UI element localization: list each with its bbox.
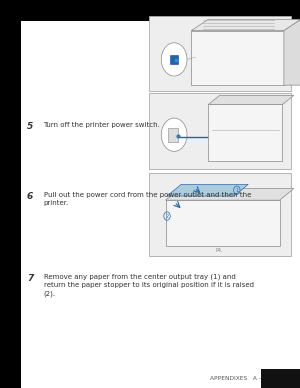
Bar (148, 16, 291, 91)
Text: P4.: P4. (216, 248, 224, 253)
Text: 6: 6 (27, 192, 33, 201)
Text: 7: 7 (27, 274, 33, 282)
Polygon shape (167, 184, 248, 196)
Text: 2: 2 (166, 213, 169, 218)
Bar (148, 93, 291, 169)
Bar (191, 31, 284, 85)
Text: APPENDIXES   A - 10: APPENDIXES A - 10 (210, 376, 270, 381)
Polygon shape (166, 189, 294, 200)
Text: Turn off the printer power switch.: Turn off the printer power switch. (44, 122, 160, 128)
Circle shape (161, 43, 187, 76)
Polygon shape (284, 19, 300, 85)
Bar (261, 369, 300, 388)
Text: 5: 5 (27, 122, 33, 131)
Bar (169, 128, 178, 142)
Text: 1: 1 (235, 188, 239, 193)
Text: Pull out the power cord from the power outlet and then the
printer.: Pull out the power cord from the power o… (44, 192, 251, 206)
Polygon shape (208, 95, 294, 104)
Bar (170, 55, 178, 64)
Text: Remove any paper from the center output tray (1) and
return the paper stopper to: Remove any paper from the center output … (44, 274, 254, 296)
Bar (166, 200, 280, 246)
Polygon shape (191, 19, 300, 31)
Bar (208, 104, 283, 161)
Bar (148, 173, 291, 256)
Circle shape (161, 118, 187, 151)
